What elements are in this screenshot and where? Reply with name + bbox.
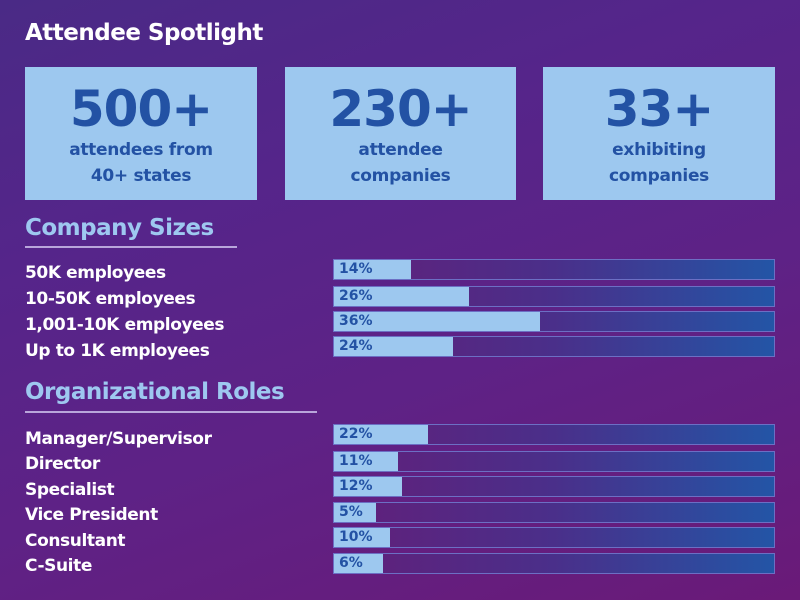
- row-label: Consultant: [25, 531, 126, 551]
- bar-value: 11%: [339, 453, 373, 469]
- bar-track: 11%: [333, 451, 775, 472]
- page-title: Attendee Spotlight: [25, 20, 263, 46]
- bar-track: 22%: [333, 424, 775, 445]
- row-label: 10-50K employees: [25, 289, 196, 309]
- bar-value: 5%: [339, 504, 363, 520]
- bar-track: 26%: [333, 286, 775, 307]
- bar-value: 36%: [339, 313, 373, 329]
- bar-track: 14%: [333, 259, 775, 280]
- bar-fill: [334, 425, 428, 444]
- row-label: Director: [25, 454, 100, 474]
- bar-fill: [334, 287, 469, 306]
- bar-fill: [334, 477, 402, 496]
- bar-value: 14%: [339, 261, 373, 277]
- bar-fill: [334, 312, 540, 331]
- stat-description: attendees from 40+ states: [69, 137, 213, 189]
- bar-value: 24%: [339, 338, 373, 354]
- stat-description-line: exhibiting: [612, 140, 706, 160]
- row-label: Up to 1K employees: [25, 341, 210, 361]
- bar-fill: [334, 554, 383, 573]
- bar-track: 10%: [333, 527, 775, 548]
- bar-fill: [334, 452, 398, 471]
- row-label: Manager/Supervisor: [25, 429, 212, 449]
- section-title-company-sizes: Company Sizes: [25, 215, 214, 241]
- stat-box-attendee-companies: 230+ attendee companies: [285, 67, 516, 200]
- bar-value: 12%: [339, 478, 373, 494]
- bar-fill: [334, 260, 411, 279]
- stat-description-line: attendee: [358, 140, 443, 160]
- bar-fill: [334, 503, 376, 522]
- bar-track: 12%: [333, 476, 775, 497]
- stat-value: 500+: [69, 80, 213, 138]
- section-divider: [25, 411, 317, 413]
- bar-value: 6%: [339, 555, 363, 571]
- stat-description-line: companies: [350, 166, 451, 186]
- bar-value: 10%: [339, 529, 373, 545]
- row-label: Specialist: [25, 480, 115, 500]
- stat-description-line: companies: [609, 166, 709, 186]
- stat-description: exhibiting companies: [609, 137, 709, 189]
- bar-track: 5%: [333, 502, 775, 523]
- stat-value: 33+: [604, 80, 714, 138]
- row-label: 50K employees: [25, 263, 166, 283]
- bar-value: 22%: [339, 426, 373, 442]
- bar-fill: [334, 337, 453, 356]
- bar-track: 6%: [333, 553, 775, 574]
- section-divider: [25, 246, 237, 248]
- bar-value: 26%: [339, 288, 373, 304]
- row-label: 1,001-10K employees: [25, 315, 225, 335]
- section-title-organizational-roles: Organizational Roles: [25, 379, 285, 405]
- stat-description: attendee companies: [351, 137, 451, 189]
- stat-value: 230+: [329, 80, 472, 138]
- bar-track: 36%: [333, 311, 775, 332]
- bar-fill: [334, 528, 390, 547]
- stat-description-line: 40+ states: [90, 166, 192, 186]
- stat-box-exhibiting-companies: 33+ exhibiting companies: [543, 67, 775, 200]
- row-label: Vice President: [25, 505, 158, 525]
- stat-box-attendees: 500+ attendees from 40+ states: [25, 67, 257, 200]
- bar-track: 24%: [333, 336, 775, 357]
- stat-description-line: attendees from: [69, 140, 213, 160]
- row-label: C-Suite: [25, 556, 92, 576]
